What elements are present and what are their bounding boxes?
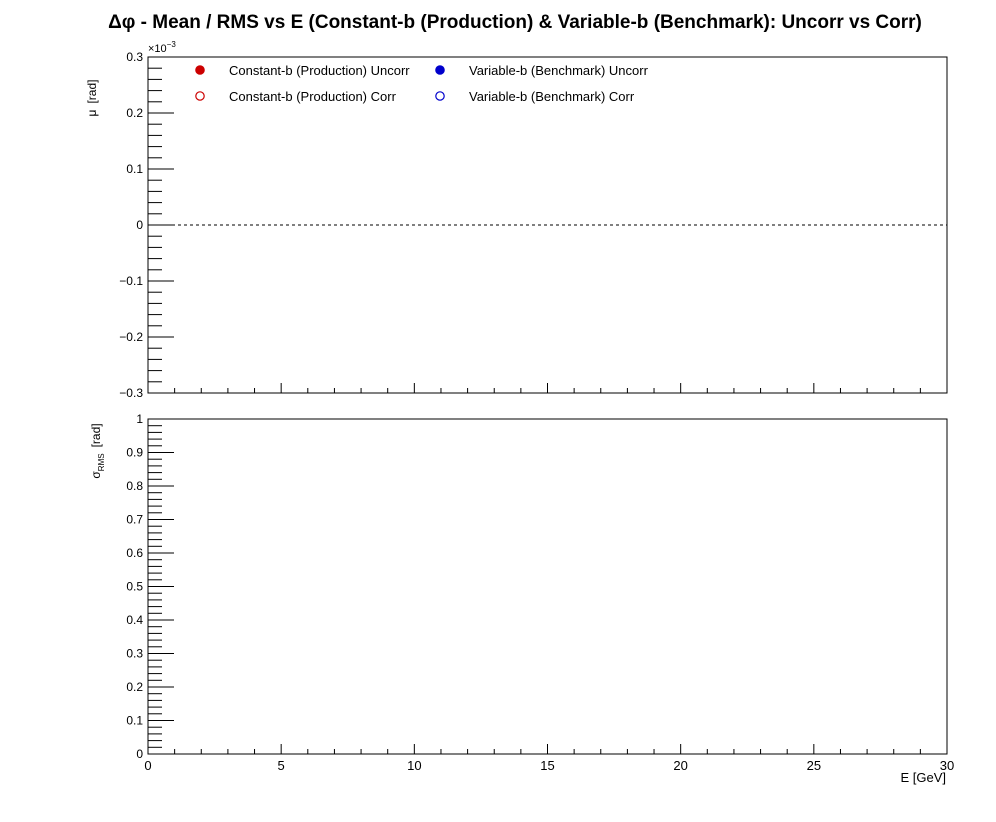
legend-entry-label: Variable-b (Benchmark) Uncorr — [469, 63, 649, 78]
rms-x-tick-label: 30 — [940, 758, 954, 773]
mean-y-axis-symbol: μ — [85, 109, 99, 116]
mean-x-axis-ticks — [147, 383, 948, 393]
mean-y-axis-label: μ [rad] — [85, 80, 99, 117]
legend-entry-label: Constant-b (Production) Corr — [229, 89, 397, 104]
legend: Constant-b (Production) Uncorr Variable-b… — [195, 63, 649, 104]
rms-y-axis-symbol: σ — [89, 471, 103, 479]
rms-y-tick-label: 0.6 — [126, 546, 143, 560]
mean-y-axis: −0.3 −0.2 −0.1 0 0.1 0.2 0.3 — [119, 50, 174, 400]
legend-entry-label: Constant-b (Production) Uncorr — [229, 63, 410, 78]
rms-y-tick-label: 0 — [136, 747, 143, 761]
rms-y-tick-label: 0.1 — [126, 714, 143, 728]
mean-y-exponent: ×10−3 — [148, 40, 176, 55]
mean-y-tick-label: −0.1 — [119, 274, 143, 288]
rms-y-tick-label: 0.2 — [126, 680, 143, 694]
rms-y-axis-label: σRMS [rad] — [89, 423, 106, 478]
mean-y-tick-label: 0 — [136, 218, 143, 232]
legend-marker — [195, 91, 205, 101]
rms-y-tick-label: 0.4 — [126, 613, 143, 627]
rms-panel: 0 0.1 0.2 0.3 0.4 0.5 0.6 0.7 0.8 0.9 1 0 5 10 15 20 25… — [89, 412, 954, 785]
mean-y-tick-label: −0.3 — [119, 386, 143, 400]
legend-marker — [195, 65, 205, 75]
rms-y-tick-label: 0.3 — [126, 647, 143, 661]
chart-title: Δφ - Mean / RMS vs E (Constant-b (Produc… — [108, 12, 922, 33]
legend-marker — [435, 91, 445, 101]
mean-y-axis-unit: [rad] — [85, 80, 99, 104]
rms-y-tick-label: 0.7 — [126, 513, 143, 527]
mean-y-tick-label: 0.3 — [126, 50, 143, 64]
rms-y-axis-unit: [rad] — [89, 423, 103, 447]
mean-y-tick-label: −0.2 — [119, 330, 143, 344]
mean-panel: −0.3 −0.2 −0.1 0 0.1 0.2 0.3 ×10−3 μ [rad] Cons… — [85, 40, 948, 400]
rms-x-tick-label: 25 — [807, 758, 821, 773]
rms-y-axis: 0 0.1 0.2 0.3 0.4 0.5 0.6 0.7 0.8 0.9 1 — [126, 412, 174, 761]
rms-y-axis-subscript: RMS — [97, 453, 106, 471]
rms-y-tick-label: 1 — [136, 412, 143, 426]
rms-x-axis: 0 5 10 15 20 25 30 — [144, 744, 954, 773]
rms-x-axis-label: E [GeV] — [900, 770, 946, 785]
rms-y-tick-label: 0.9 — [126, 446, 143, 460]
rms-x-tick-label: 10 — [407, 758, 421, 773]
mean-y-tick-label: 0.1 — [126, 162, 143, 176]
legend-marker — [435, 65, 445, 75]
rms-x-tick-label: 0 — [144, 758, 151, 773]
legend-entry-label: Variable-b (Benchmark) Corr — [469, 89, 635, 104]
rms-x-tick-label: 20 — [673, 758, 687, 773]
rms-x-tick-label: 15 — [540, 758, 554, 773]
mean-y-exponent-base: ×10 — [148, 43, 167, 55]
rms-y-tick-label: 0.5 — [126, 580, 143, 594]
rms-y-tick-label: 0.8 — [126, 479, 143, 493]
rms-x-tick-label: 5 — [278, 758, 285, 773]
mean-y-tick-label: 0.2 — [126, 106, 143, 120]
mean-y-exponent-power: −3 — [167, 40, 177, 49]
